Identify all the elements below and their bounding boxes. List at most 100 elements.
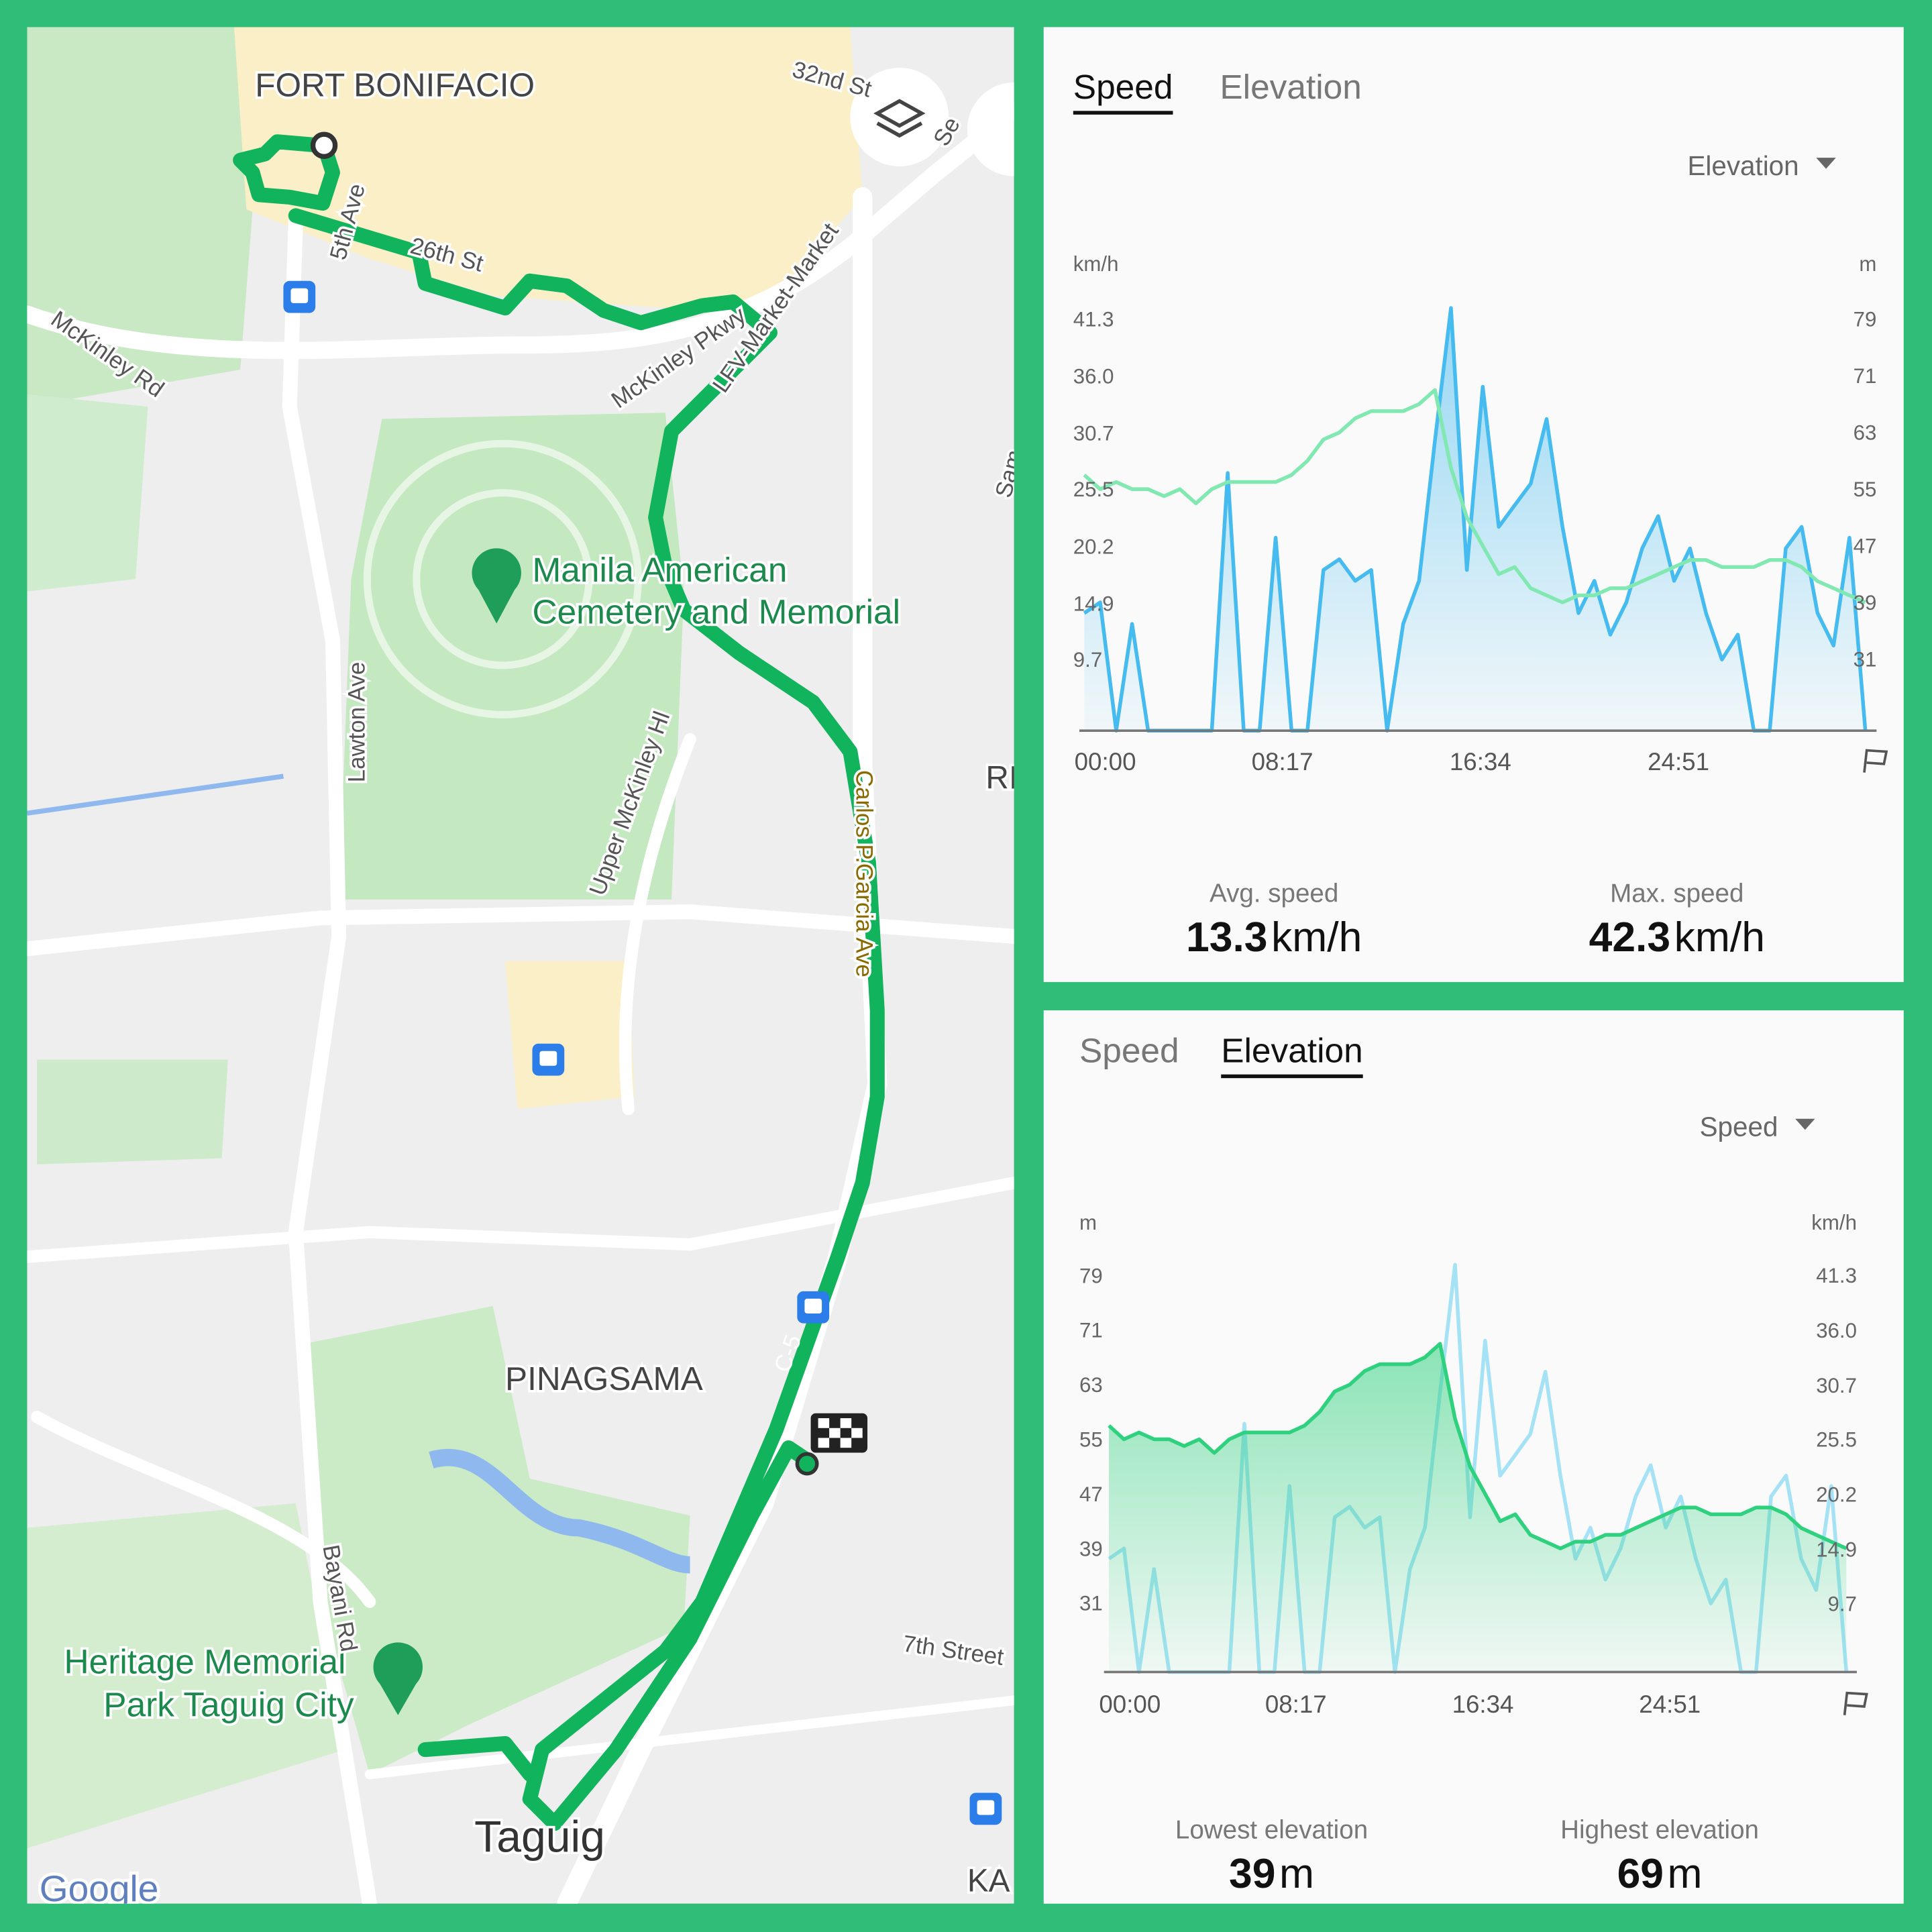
stat-value: 13.3 km/h <box>1186 914 1362 961</box>
map-label: RI <box>985 761 1018 796</box>
map-label: Park Taguig City <box>103 1685 354 1724</box>
series-line <box>1083 306 1868 733</box>
dropdown[interactable]: Speed <box>1700 1111 1778 1142</box>
y2-tick-label: 25.5 <box>1816 1428 1857 1452</box>
finish-icon <box>1863 749 1888 773</box>
x-tick-label: 00:00 <box>1075 748 1136 775</box>
y2-tick-label: 39 <box>1854 591 1877 614</box>
y-tick-label: 25.5 <box>1073 478 1114 501</box>
tab[interactable]: Elevation <box>1220 67 1361 106</box>
y2-tick-label: 9.7 <box>1828 1592 1857 1615</box>
river <box>429 1448 691 1574</box>
bus-stop <box>283 280 316 313</box>
tab[interactable]: Speed <box>1073 67 1173 106</box>
x-tick-label: 00:00 <box>1099 1690 1161 1718</box>
stat-unit: km/h <box>1674 914 1765 961</box>
y-tick-label: 47 <box>1079 1483 1103 1506</box>
tab[interactable]: Elevation <box>1221 1030 1362 1069</box>
stat-unit: m <box>1668 1850 1703 1897</box>
road <box>27 904 1014 957</box>
y2-tick-label: 47 <box>1854 535 1877 558</box>
stat-label: Highest elevation <box>1560 1815 1759 1844</box>
bus-stop <box>969 1792 1002 1825</box>
bus-stop <box>797 1291 830 1324</box>
road <box>282 214 378 1904</box>
charts: Speed Elevation Elevation km/h m 9.7 14.9 20.2 2… <box>1073 67 1888 1897</box>
cemetery-ring <box>413 489 593 669</box>
y-unit: m <box>1079 1211 1097 1234</box>
y2-tick-label: 63 <box>1854 421 1877 445</box>
tab-underline <box>1073 111 1173 115</box>
cemetery-ring <box>363 439 642 718</box>
map-label: FORT BONIFACIO <box>255 66 535 103</box>
road <box>364 1695 1014 1780</box>
stat-label: Avg. speed <box>1210 879 1338 908</box>
y-tick-label: 71 <box>1079 1319 1103 1342</box>
y-tick-label: 41.3 <box>1073 307 1114 331</box>
y-unit: km/h <box>1073 252 1119 276</box>
stat-unit: km/h <box>1271 914 1362 961</box>
stat-number: 39 <box>1229 1850 1275 1897</box>
creek <box>27 773 284 816</box>
y-tick-label: 36.0 <box>1073 364 1114 388</box>
stat-label: Lowest elevation <box>1175 1815 1368 1844</box>
y-tick-label: 79 <box>1079 1264 1103 1287</box>
finish-icon <box>1843 1691 1868 1715</box>
series-line <box>1083 388 1866 604</box>
y2-tick-label: 36.0 <box>1816 1319 1857 1342</box>
map-label: Taguig <box>474 1813 605 1862</box>
layers-button[interactable] <box>850 68 949 166</box>
series-line <box>1108 1342 1847 1550</box>
y-tick-label: 55 <box>1079 1428 1103 1452</box>
stat-value: 39 m <box>1229 1850 1314 1897</box>
y2-tick-label: 79 <box>1854 308 1877 331</box>
stat-label: Max. speed <box>1610 879 1743 908</box>
road <box>619 733 696 1116</box>
y2-tick-label: 14.9 <box>1816 1538 1857 1562</box>
x-tick-label: 16:34 <box>1450 748 1511 775</box>
y2-tick-label: 41.3 <box>1816 1264 1857 1287</box>
stat-number: 13.3 <box>1186 914 1268 961</box>
stat-value: 69 m <box>1617 1850 1703 1897</box>
x-tick-label: 24:51 <box>1648 748 1709 775</box>
y2-unit: m <box>1859 252 1876 276</box>
route <box>233 134 885 1831</box>
y2-tick-label: 30.7 <box>1816 1374 1857 1397</box>
area-fill <box>1109 1344 1847 1672</box>
map-label: Heritage Memorial <box>64 1642 346 1680</box>
stat-number: 69 <box>1617 1850 1664 1897</box>
y-tick-label: 31 <box>1079 1592 1103 1615</box>
x-tick-label: 08:17 <box>1265 1690 1327 1718</box>
y-tick-label: 14.9 <box>1073 592 1114 616</box>
tab-underline <box>1221 1074 1363 1079</box>
y2-unit: km/h <box>1811 1211 1857 1234</box>
tab[interactable]: Speed <box>1079 1030 1179 1069</box>
map-label: Cemetery and Memorial <box>532 592 900 631</box>
map-label: Carlos P.Garcia Ave <box>851 770 877 977</box>
x-tick-label: 08:17 <box>1252 748 1313 775</box>
y-tick-label: 20.2 <box>1073 535 1114 558</box>
y2-tick-label: 31 <box>1854 648 1877 672</box>
bus-stop <box>532 1043 565 1076</box>
area-fill <box>1084 308 1866 731</box>
park <box>27 394 148 592</box>
district-area <box>505 961 635 1110</box>
y2-tick-label: 55 <box>1854 478 1877 501</box>
map-label: Lawton Ave <box>344 662 370 783</box>
y2-tick-label: 71 <box>1854 364 1877 388</box>
road <box>27 102 1014 360</box>
park <box>27 1503 345 1849</box>
stat-number: 42.3 <box>1589 914 1671 961</box>
compass-button[interactable] <box>967 83 1061 176</box>
y-tick-label: 30.7 <box>1073 422 1114 445</box>
x-tick-label: 24:51 <box>1639 1690 1701 1718</box>
y-tick-label: 39 <box>1079 1537 1103 1560</box>
map[interactable]: FORT BONIFACIO 32nd St Se 5th Ave 26th S… <box>27 27 1061 1909</box>
golf-park <box>27 27 253 407</box>
dropdown[interactable]: Elevation <box>1687 150 1799 181</box>
dropdown-arrow <box>1816 158 1836 169</box>
map-label: PINAGSAMA <box>505 1360 703 1397</box>
map-label: Sam <box>990 447 1028 500</box>
dropdown-arrow <box>1795 1118 1815 1130</box>
